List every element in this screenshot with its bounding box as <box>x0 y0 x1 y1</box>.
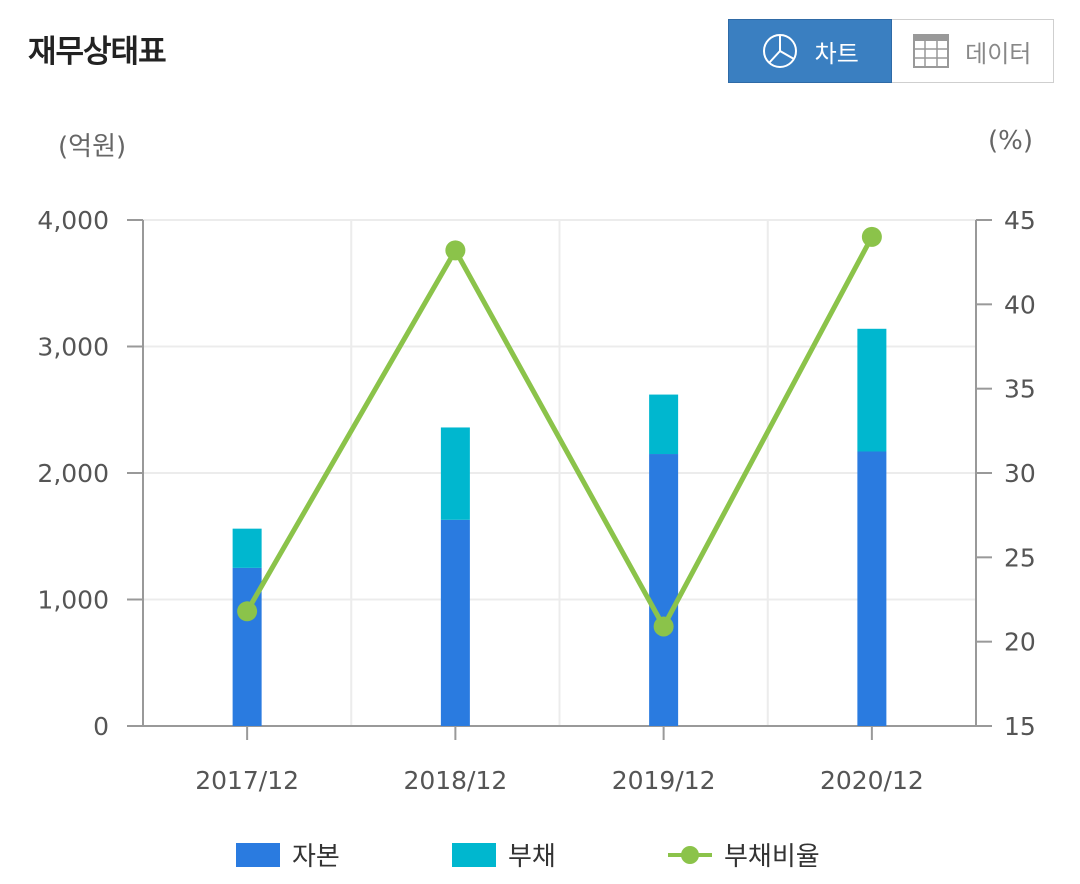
financial-chart: 0 1,000 2,000 3,000 4,000 15 20 25 30 35 40 45 2017/… <box>37 206 1036 795</box>
legend-swatch-debt <box>452 842 496 867</box>
ratio-point-2 <box>653 616 674 637</box>
right-tick-label-6: 45 <box>1004 206 1036 235</box>
right-tick-label-0: 15 <box>1004 712 1036 741</box>
data-view-button[interactable]: 데이터 <box>891 19 1054 83</box>
x-tick-label-1: 2018/12 <box>403 766 507 795</box>
right-tick-label-3: 30 <box>1004 459 1036 488</box>
view-toggle: 차트 데이터 <box>728 19 1054 83</box>
page-title: 재무상태표 <box>28 34 167 70</box>
left-tick-label-3: 3,000 <box>37 333 109 362</box>
ratio-line <box>244 235 875 629</box>
bar-equity-3 <box>857 451 887 726</box>
chart-view-button[interactable]: 차트 <box>728 19 892 83</box>
legend-item-debt[interactable]: 부채 <box>452 836 556 873</box>
bar-debt-2 <box>649 394 679 455</box>
data-view-label: 데이터 <box>965 39 1032 68</box>
chart-view-label: 차트 <box>814 39 859 68</box>
legend-item-equity[interactable]: 자본 <box>236 836 340 873</box>
legend-item-ratio[interactable]: 부채비율 <box>668 836 820 873</box>
bar-equity-1 <box>440 519 470 726</box>
pie-chart-icon <box>762 34 797 68</box>
table-icon <box>913 34 950 68</box>
left-tick-label-2: 2,000 <box>37 459 109 488</box>
ratio-point-3 <box>861 226 882 247</box>
bar-equity-2 <box>649 454 679 726</box>
right-tick-label-4: 35 <box>1004 375 1036 404</box>
bar-debt-0 <box>232 528 262 568</box>
legend-swatch-ratio <box>668 845 712 864</box>
x-tick-label-3: 2020/12 <box>820 766 924 795</box>
legend-label-ratio: 부채비율 <box>724 842 820 872</box>
legend-label-equity: 자본 <box>292 842 340 872</box>
bar-debt-3 <box>857 328 887 452</box>
legend: 자본 부채 부채비율 <box>0 836 1080 876</box>
x-tick-label-0: 2017/12 <box>195 766 299 795</box>
right-axis-unit: (%) <box>988 126 1033 156</box>
ratio-point-0 <box>237 601 258 622</box>
left-tick-label-4: 4,000 <box>37 206 109 235</box>
ratio-point-1 <box>445 240 466 261</box>
right-tick-label-2: 25 <box>1004 543 1036 572</box>
left-axis-unit: (억원) <box>58 132 127 162</box>
x-tick-label-2: 2019/12 <box>612 766 716 795</box>
legend-swatch-equity <box>236 842 280 867</box>
right-tick-label-5: 40 <box>1004 290 1036 319</box>
left-tick-label-1: 1,000 <box>37 586 109 615</box>
right-tick-label-1: 20 <box>1004 628 1036 657</box>
left-tick-label-0: 0 <box>93 712 109 741</box>
legend-label-debt: 부채 <box>508 842 556 872</box>
bar-debt-1 <box>440 427 470 520</box>
